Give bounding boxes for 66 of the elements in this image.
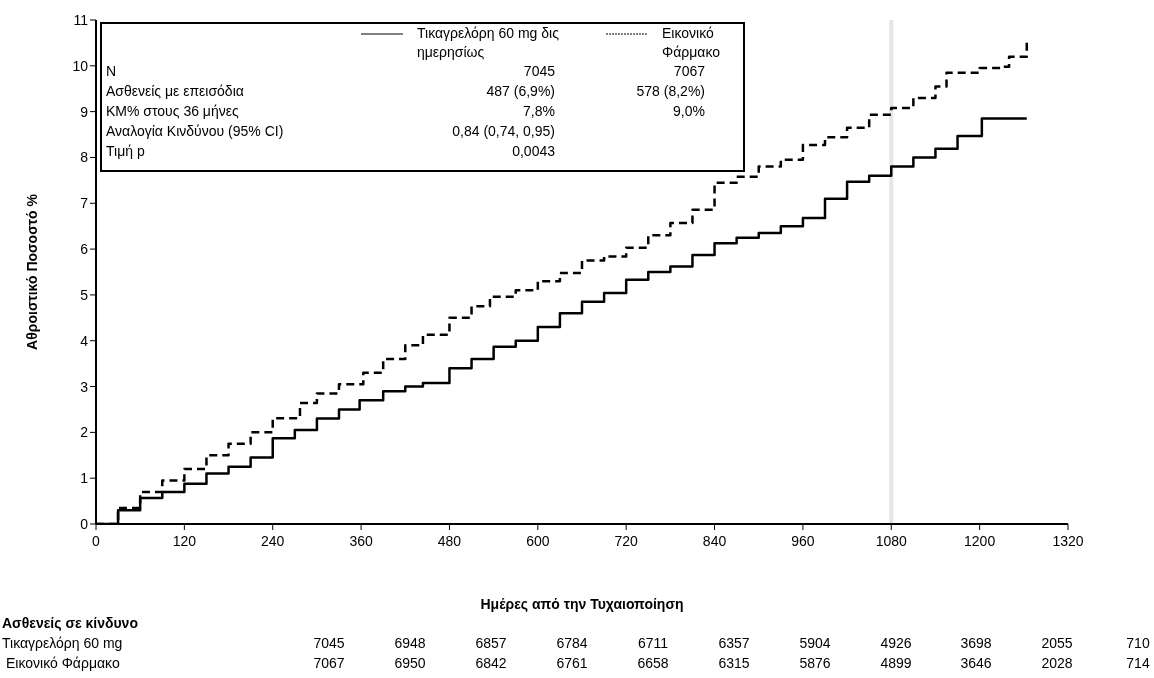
- annotation: 0,84 (0,74, 0,95): [452, 122, 555, 141]
- text: 5904: [799, 635, 831, 651]
- y-tick-label: 8: [80, 149, 89, 166]
- x-tick-label: 960: [791, 532, 815, 549]
- text: 3698: [960, 635, 992, 651]
- x-tick-label: 600: [526, 532, 550, 549]
- x-tick-label: 480: [437, 532, 462, 549]
- text: 710: [1126, 635, 1150, 651]
- annotation: Ασθενείς με επεισόδια: [106, 82, 244, 101]
- text: 3646: [960, 655, 992, 671]
- annotation: 9,0%: [673, 102, 705, 121]
- text: 6711: [637, 635, 669, 651]
- text: 2028: [1041, 655, 1073, 671]
- y-tick-label: 6: [80, 241, 89, 258]
- legend-label: Τικαγρελόρη 60 mg δις ημερησίως: [417, 24, 560, 62]
- annotation: Τιμή p: [106, 142, 145, 161]
- text: 2055: [1041, 635, 1073, 651]
- x-tick-label: 0: [92, 532, 101, 549]
- annotation: 487 (6,9%): [486, 82, 555, 101]
- annotation: 7067: [673, 62, 705, 81]
- annotation: 0,0043: [512, 142, 555, 161]
- y-tick-label: 1: [80, 470, 89, 487]
- text: 6842: [475, 655, 507, 671]
- text: 6315: [718, 655, 750, 671]
- text: 4899: [880, 655, 912, 671]
- annotation: 7045: [523, 62, 555, 81]
- x-tick-label: 1320: [1052, 532, 1084, 549]
- text: 6857: [475, 635, 507, 651]
- text: Τικαγρελόρη 60 mg: [2, 634, 123, 653]
- text: 6357: [718, 635, 750, 651]
- x-tick-label: 120: [172, 532, 197, 549]
- annotation: KM% στους 36 μήνες: [106, 102, 239, 121]
- y-tick-label: 5: [80, 286, 89, 303]
- y-tick-label: 10: [72, 57, 89, 74]
- text: 6948: [394, 635, 426, 651]
- text: 6784: [556, 635, 588, 651]
- text: 7045: [313, 635, 345, 651]
- y-tick-label: 7: [80, 195, 89, 212]
- y-tick-label: 3: [80, 378, 89, 395]
- x-tick-label: 360: [349, 532, 373, 549]
- x-tick-label: 840: [702, 532, 727, 549]
- text: 7067: [313, 655, 345, 671]
- y-tick-label: 9: [80, 103, 89, 120]
- x-tick-label: 720: [614, 532, 639, 549]
- x-tick-label: 240: [261, 532, 285, 549]
- annotation: 7,8%: [523, 102, 555, 121]
- x-tick-label: 1200: [964, 532, 996, 549]
- text: 4926: [880, 635, 912, 651]
- text: Ασθενείς σε κίνδυνο: [2, 614, 138, 633]
- text: 6761: [556, 655, 588, 671]
- y-axis-title: Αθροιστικό Ποσοστό %: [24, 194, 40, 350]
- text: 714: [1126, 655, 1150, 671]
- y-tick-label: 11: [73, 11, 89, 28]
- legend-label: Εικονικό Φάρμακο: [662, 24, 721, 62]
- text: 6658: [637, 655, 669, 671]
- annotation: N: [106, 62, 117, 81]
- y-tick-label: 4: [80, 332, 89, 349]
- x-tick-label: 1080: [875, 532, 908, 549]
- y-tick-label: 2: [80, 424, 89, 441]
- annotation: 578 (8,2%): [636, 82, 705, 101]
- annotation: Αναλογία Κινδύνου (95% CI): [106, 122, 284, 141]
- y-tick-label: 0: [80, 515, 89, 532]
- text: 6950: [394, 655, 426, 671]
- x-axis-title: Ημέρες από την Τυχαιοποίηση: [480, 596, 684, 612]
- text: Εικονικό Φάρμακο: [6, 654, 120, 673]
- text: 5876: [799, 655, 831, 671]
